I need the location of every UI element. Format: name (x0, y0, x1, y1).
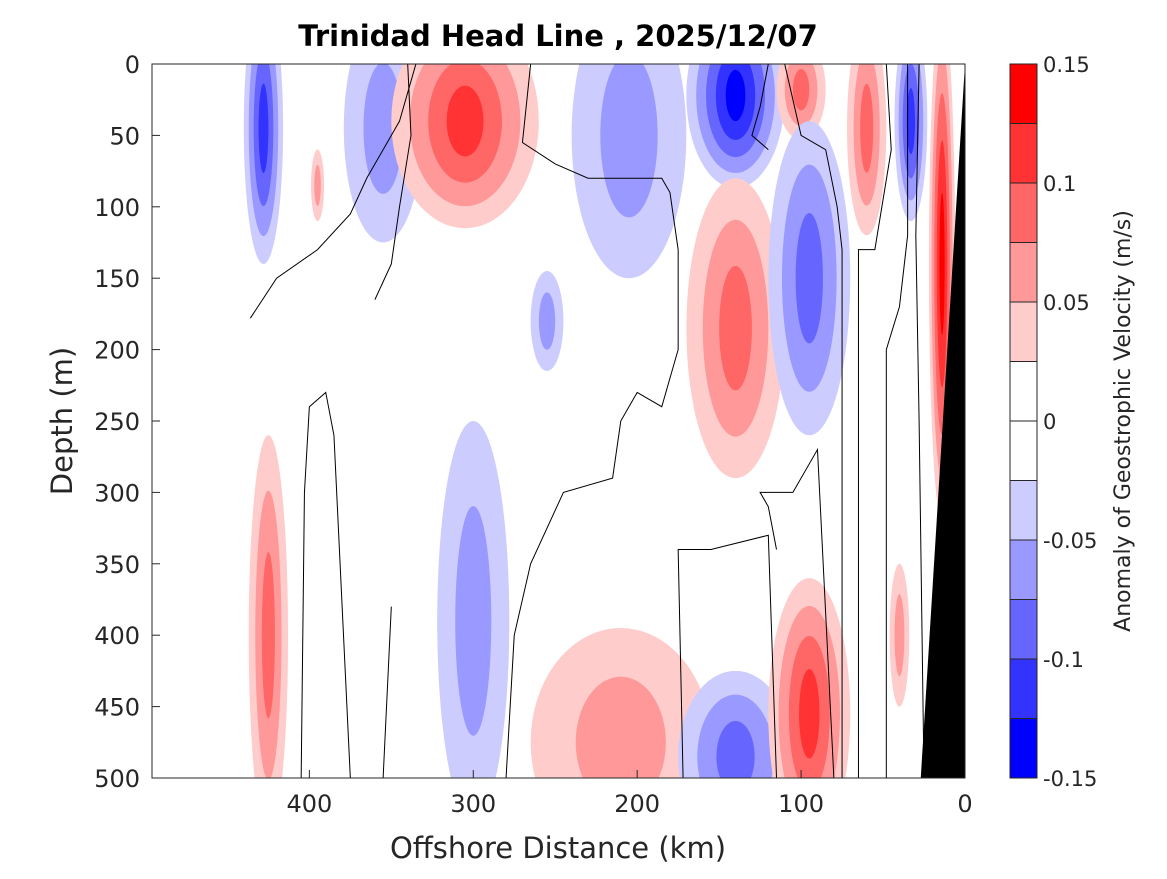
colorbar-tick-label: -0.15 (1043, 767, 1097, 791)
colorbar-cell (1009, 480, 1038, 541)
colorbar-cell (1009, 301, 1038, 362)
zero-contour-3 (374, 64, 412, 300)
colorbar-tick-label: 0 (1043, 410, 1056, 434)
contour-region-5-level-3 (792, 68, 810, 111)
zero-contour-lines (249, 64, 925, 778)
y-tick-label: 150 (94, 265, 140, 293)
y-tick-label: 0 (125, 51, 140, 79)
colorbar-cell (1009, 361, 1038, 422)
contour-fills (243, 64, 956, 778)
zero-contour-6 (759, 447, 835, 778)
colorbar-tick-label: -0.05 (1043, 529, 1097, 553)
seafloor (920, 64, 965, 778)
y-tick-label: 200 (94, 337, 140, 365)
x-axis: 400 300 200 100 0 (286, 770, 973, 818)
contour-region-13-level-3 (261, 552, 275, 719)
y-tick-label: 300 (94, 479, 140, 507)
y-axis: 0 50 100 150 200 250 300 350 400 450 500 (94, 51, 160, 793)
contour-region-2-level-4 (446, 85, 484, 157)
zero-contour-4 (505, 64, 679, 778)
colorbar-cell (1009, 420, 1038, 481)
colorbar-cell (1009, 123, 1038, 184)
contour-region-4-level-5 (725, 69, 746, 122)
y-tick-label: 50 (109, 122, 140, 150)
contour-region-1-level-2 (363, 64, 403, 194)
colorbar-label: Anomaly of Geostrophic Velocity (m/s) (1111, 210, 1136, 632)
colorbar-cell (1009, 718, 1038, 779)
y-tick-label: 450 (94, 694, 140, 722)
zero-contour-0 (249, 64, 417, 319)
zero-contour-8 (784, 64, 843, 778)
y-tick-label: 350 (94, 551, 140, 579)
y-tick-label: 100 (94, 194, 140, 222)
y-tick-label: 400 (94, 622, 140, 650)
y-tick-label: 250 (94, 408, 140, 436)
contour-region-17-level-4 (799, 668, 820, 759)
colorbar-tick-label: -0.1 (1043, 648, 1084, 672)
colorbar-cell (1009, 539, 1038, 600)
zero-contour-11 (915, 64, 925, 778)
colorbar-cell (1009, 658, 1038, 719)
y-tick-label: 500 (94, 765, 140, 793)
colorbar-cell (1009, 242, 1038, 303)
chart-title: Trinidad Head Line , 2025/12/07 (298, 19, 818, 53)
contour-region-8-level-5 (939, 192, 945, 335)
contour-region-12-level-2 (538, 292, 556, 350)
colorbar-cell (1009, 182, 1038, 243)
x-tick-label: 300 (450, 790, 496, 818)
x-axis-label: Offshore Distance (km) (390, 831, 726, 865)
y-axis-label: Depth (m) (45, 347, 79, 495)
x-tick-label: 100 (778, 790, 824, 818)
colorbar-cell (1009, 599, 1038, 660)
contour-region-16-level-3 (716, 721, 755, 778)
zero-contour-10 (885, 64, 909, 778)
zero-contour-1 (300, 391, 351, 778)
zero-contour-5 (677, 534, 778, 778)
contour-region-11-level-2 (314, 164, 321, 206)
contour-region-7-level-4 (906, 88, 916, 155)
contour-region-10-level-3 (795, 212, 823, 344)
colorbar-cell (1009, 63, 1038, 124)
colorbar: 0.15 0.1 0.05 0 -0.05 -0.1 -0.15 (1009, 53, 1097, 791)
colorbar-tick-label: 0.05 (1043, 291, 1090, 315)
zero-contour-9 (857, 64, 892, 778)
contour-region-3-level-2 (600, 64, 658, 218)
contour-region-18-level-2 (894, 594, 905, 677)
x-tick-label: 400 (286, 790, 332, 818)
contour-region-14-level-2 (455, 506, 492, 736)
contour-region-15-level-2 (575, 676, 666, 778)
colorbar-tick-label: 0.15 (1043, 53, 1090, 77)
zero-contour-7 (751, 64, 769, 151)
zero-contour-2 (350, 606, 392, 778)
x-tick-label: 200 (614, 790, 660, 818)
colorbar-tick-label: 0.1 (1043, 172, 1076, 196)
contour-region-0-level-4 (258, 83, 269, 174)
contour-region-9-level-3 (719, 265, 752, 391)
bathymetry-polygon (920, 64, 965, 778)
contour-region-6-level-3 (860, 83, 874, 173)
x-tick-label: 0 (957, 790, 972, 818)
